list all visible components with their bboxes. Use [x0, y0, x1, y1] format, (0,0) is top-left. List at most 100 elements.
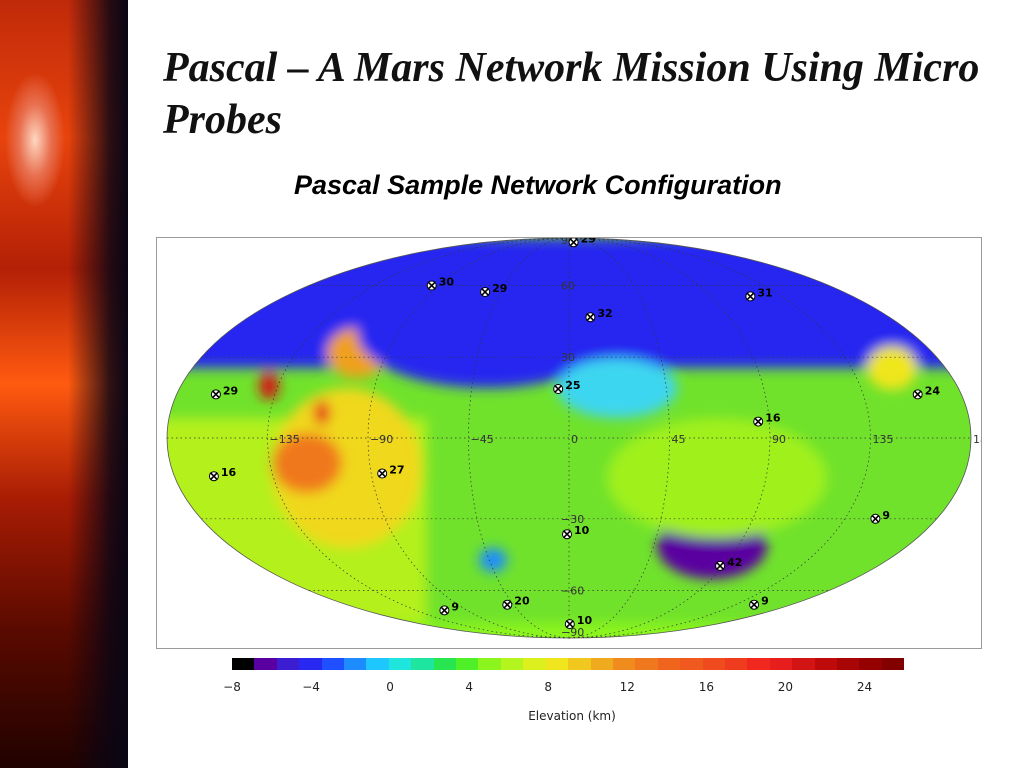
graticule [167, 238, 971, 639]
probe-site-marker: 27 [377, 464, 405, 479]
colorbar-swatch [545, 658, 569, 670]
colorbar-swatch [388, 658, 412, 670]
colorbar-swatch [478, 658, 501, 670]
colorbar-swatch [568, 658, 591, 670]
site-cross [565, 619, 574, 629]
probe-site-marker: 16 [753, 412, 781, 427]
mars-elevation-map: −135 −90 −45 0 45 90 135 180 90 60 30 −30 −60 −90 29… [156, 237, 982, 649]
probe-site-marker: 10 [564, 614, 593, 630]
colorbar-tick-label: 4 [465, 680, 473, 694]
side-banner-image [0, 0, 128, 768]
longitude-tick-label: 45 [672, 433, 686, 446]
slide-subtitle: Pascal Sample Network Configuration [294, 170, 782, 200]
site-cross [716, 561, 725, 570]
site-cross [913, 390, 922, 399]
site-cross [554, 384, 563, 394]
longitude-tick-label: −45 [471, 433, 494, 446]
colorbar-tick-label: 8 [544, 680, 553, 694]
colorbar-swatch [523, 658, 546, 670]
colorbar-swatch [500, 658, 524, 670]
site-cross [209, 472, 218, 481]
probe-site-marker: 9 [870, 509, 890, 524]
latitude-tick-label: −30 [561, 513, 584, 526]
probe-site-marker: 29 [568, 238, 596, 248]
longitude-tick-label: 90 [772, 433, 786, 446]
colorbar-swatch [680, 658, 703, 670]
colorbar-label: Elevation (km) [528, 709, 616, 723]
colorbar-swatch [792, 658, 815, 670]
site-label: 29 [492, 282, 507, 295]
elevation-colorbar [232, 658, 905, 670]
colorbar-swatch [612, 658, 636, 670]
site-cross [871, 514, 880, 523]
site-cross [480, 287, 490, 297]
site-label: 16 [765, 412, 781, 425]
site-cross [586, 313, 595, 322]
colorbar-gradient [232, 658, 905, 670]
meridian-line [468, 238, 570, 639]
site-label: 24 [925, 384, 941, 397]
colorbar-swatch [859, 658, 882, 670]
site-label: 32 [597, 307, 612, 320]
site-label: 29 [223, 384, 238, 397]
site-label: 16 [221, 466, 237, 479]
site-cross [211, 390, 220, 399]
latitude-ticks: 90 60 30 −30 −60 −90 [561, 238, 584, 639]
probe-site-marker: 42 [715, 556, 742, 571]
colorbar-tick-label: 16 [698, 680, 714, 694]
site-cross [440, 606, 449, 615]
site-cross [562, 530, 572, 539]
colorbar-tick-label: −4 [302, 680, 320, 694]
site-label: 31 [757, 286, 772, 299]
site-cross [378, 469, 387, 478]
colorbar-swatch [276, 658, 300, 670]
colorbar-swatch [702, 658, 725, 670]
site-label: 10 [574, 524, 590, 537]
latitude-tick-label: 60 [561, 280, 575, 293]
map-canvas: −135 −90 −45 0 45 90 135 180 90 60 30 −30 −60 −90 29… [166, 238, 981, 639]
probe-site-marker: 24 [912, 384, 941, 400]
colorbar-swatch [657, 658, 681, 670]
site-label: 30 [439, 276, 455, 289]
probe-site-marker: 31 [745, 286, 773, 302]
site-label: 9 [451, 600, 459, 613]
probe-sites: 29 30 29 31 32 25 29 24 16 27 16 9 10 42 9 20 9 10 [208, 238, 941, 630]
colorbar-swatch [814, 658, 837, 670]
longitude-tick-label: 0 [571, 433, 578, 446]
longitude-tick-label: −90 [370, 433, 393, 446]
site-label: 20 [514, 595, 530, 608]
latitude-tick-label: −60 [561, 585, 584, 598]
probe-site-marker: 29 [480, 282, 507, 297]
colorbar-swatch [724, 658, 748, 670]
site-cross [754, 417, 763, 426]
probe-site-marker: 29 [210, 384, 238, 400]
probe-site-marker: 32 [585, 307, 613, 323]
colorbar-tick-label: 20 [777, 680, 794, 694]
probe-site-marker: 16 [208, 466, 237, 482]
probe-site-marker: 25 [553, 379, 581, 394]
colorbar-swatch [254, 658, 277, 670]
site-label: 42 [727, 556, 742, 569]
site-label: 27 [389, 464, 404, 477]
site-cross [750, 600, 759, 609]
site-label: 25 [565, 379, 580, 392]
site-label: 9 [882, 509, 890, 522]
site-label: 10 [577, 614, 593, 627]
probe-site-marker: 10 [562, 524, 590, 540]
colorbar-swatch [456, 658, 479, 670]
colorbar-swatch [635, 658, 658, 670]
site-label: 9 [761, 595, 769, 608]
colorbar-tick-label: 0 [386, 680, 394, 694]
latitude-tick-label: 90 [561, 238, 575, 247]
longitude-tick-label: 180 [973, 433, 981, 446]
colorbar-swatch [299, 658, 322, 670]
probe-site-marker: 30 [426, 276, 455, 291]
colorbar-swatch [769, 658, 793, 670]
probe-site-marker: 9 [439, 600, 459, 616]
slide-title: Pascal – A Mars Network Mission Using Mi… [163, 45, 980, 143]
site-label: 29 [581, 238, 596, 245]
probe-site-marker: 9 [749, 595, 769, 610]
colorbar-swatch [590, 658, 613, 670]
colorbar-tick-label: −8 [223, 680, 241, 694]
longitude-tick-label: 135 [873, 433, 894, 446]
